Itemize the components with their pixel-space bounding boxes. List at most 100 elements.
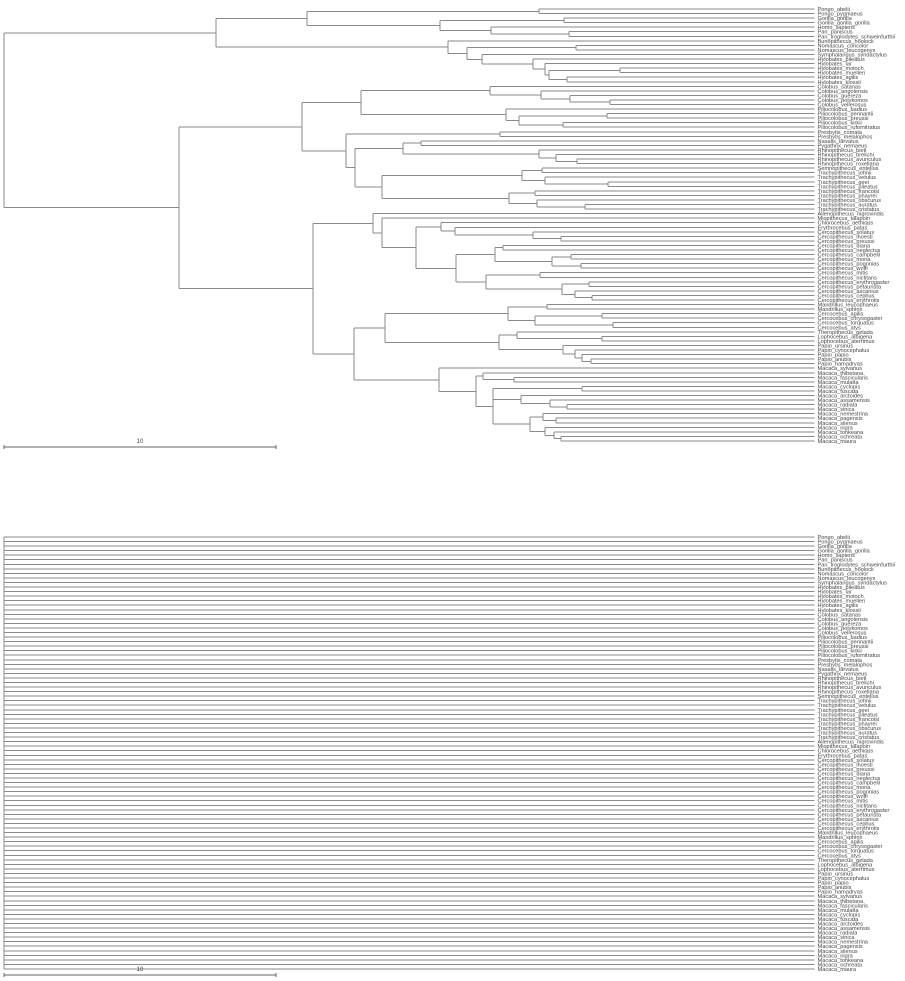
taxon-label: Papio_ursinus: [818, 343, 854, 349]
taxon-label: Macaca_cyclopis: [818, 384, 861, 390]
taxon-label: Macaca_thibetana: [818, 371, 865, 377]
taxon-label: Cercocebus_atys: [818, 325, 861, 331]
taxon-label: Hylobates_lar: [818, 590, 852, 596]
taxon-label: Nasalis_larvatus: [818, 667, 859, 673]
taxon-label: Chlorocebus_aethiops: [818, 221, 874, 227]
taxon-label: Colobus_guereza: [818, 93, 863, 99]
taxon-label: Cercopithecus_solatus: [818, 758, 875, 764]
taxon-label: Lophocebus_aterrimus: [818, 867, 875, 873]
taxon-label: Cercopithecus_wolfi: [818, 794, 868, 800]
taxon-label: Colobus_angolensis: [818, 617, 869, 623]
taxon-label: Hylobates_moloch: [818, 594, 864, 600]
taxon-label: Hylobates_lar: [818, 62, 852, 68]
taxon-label: Cercopithecus_nictitans: [818, 803, 878, 809]
taxon-label: Pygathrix_nemaeus: [818, 143, 868, 149]
taxon-label: Cercopithecus_mona: [818, 257, 872, 263]
taxon-label: Cercopithecus_cephus: [818, 293, 875, 299]
taxon-label: Nomascus_concolor: [818, 43, 869, 49]
taxon-label: Miopithecus_talapoin: [818, 744, 871, 750]
taxon-label: Cercopithecus_lhoesti: [818, 762, 873, 768]
taxon-label: Hylobates_muelleri: [818, 71, 866, 77]
taxon-label: Macaca_ochreata: [818, 434, 863, 440]
taxon-label: Gorilla_gorilla_gorilla: [818, 549, 871, 555]
taxon-label: Cercopithecus_campbelli: [818, 253, 881, 259]
taxon-label: Mandrillus_leucophaeus: [818, 831, 879, 837]
taxon-label: Macaca_nigra: [818, 425, 854, 431]
taxon-label: Cercopithecus_diana: [818, 771, 871, 777]
taxon-label: Trachypithecus_vetulus: [818, 175, 877, 181]
taxon-label: Cercocebus_chrysogaster: [818, 844, 883, 850]
taxon-label: Trachypithecus_francoisi: [818, 189, 880, 195]
taxon-label: Macaca_tonkeana: [818, 958, 865, 964]
taxon-label: Macaca_maura: [818, 439, 857, 445]
taxon-label: Macaca_nigra: [818, 953, 854, 959]
taxon-label: Piliocolobus_badius: [818, 107, 868, 113]
taxon-label: Cercopithecus_pogonias: [818, 790, 880, 796]
taxon-label: Papio_papio: [818, 881, 849, 887]
taxon-label: Presbytis_melalophos: [818, 134, 873, 140]
taxon-label: Piliocolobus_kirkii: [818, 121, 862, 127]
taxon-label: Cercopithecus_erythrogaster: [818, 808, 890, 814]
taxon-label: Cercopithecus_petaurista: [818, 284, 882, 290]
taxon-label: Erythrocebus_patas: [818, 753, 868, 759]
taxon-label: Cercocebus_torquatus: [818, 849, 874, 855]
taxon-label: Papio_hamadryas: [818, 890, 863, 896]
taxon-label: Macaca_thibetana: [818, 899, 865, 905]
taxon-label: Colobus_polykomos: [818, 626, 869, 632]
taxon-label: Macaca_fuscata: [818, 917, 860, 923]
taxon-label: Presbytis_comata: [818, 130, 863, 136]
taxon-label: Cercopithecus_lhoesti: [818, 234, 873, 240]
taxon-label: Theropithecus_gelada: [818, 858, 874, 864]
taxon-label: Cercopithecus_campbelli: [818, 781, 881, 787]
taxon-label: Macaca_arctoides: [818, 393, 864, 399]
taxon-label: Papio_cynocephalus: [818, 876, 870, 882]
taxon-label: Rhinopithecus_brelichi: [818, 153, 874, 159]
taxon-label: Cercopithecus_petaurista: [818, 812, 882, 818]
taxon-label: Hylobates_muelleri: [818, 599, 866, 605]
taxon-label: Cercopithecus_erythrotis: [818, 298, 880, 304]
taxon-label: Macaca_tonkeana: [818, 430, 865, 436]
taxon-label: Presbytis_melalophos: [818, 662, 873, 668]
taxon-label: Pan_paniscus: [818, 30, 853, 36]
taxon-label: Trachypithecus_cristatus: [818, 735, 880, 741]
taxon-label: Trachypithecus_johnii: [818, 171, 872, 177]
taxon-label: Papio_hamadryas: [818, 362, 863, 368]
taxon-label: Piliocolobus_kirkii: [818, 649, 862, 655]
taxon-label: Trachypithecus_pileatus: [818, 184, 878, 190]
taxon-label: Cercocebus_agilis: [818, 840, 864, 846]
taxon-label: Bunopithecus_hoolock: [818, 567, 874, 573]
taxon-label: Macaca_mulatta: [818, 908, 860, 914]
taxon-label: Papio_cynocephalus: [818, 348, 870, 354]
taxon-label: Pongo_pygmaeus: [818, 540, 863, 546]
taxon-label: Hylobates_agilis: [818, 75, 859, 81]
taxon-label: Cercopithecus_preussi: [818, 239, 875, 245]
taxon-label: Macaca_cyclopis: [818, 912, 861, 918]
taxon-label: Gorilla_gorilla: [818, 16, 853, 22]
taxon-label: Piliocolobus_preussi: [818, 644, 869, 650]
taxon-label: Theropithecus_gelada: [818, 330, 874, 336]
taxon-label: Lophocebus_albigena: [818, 862, 874, 868]
taxon-label: Rhinopithecus_roxellana: [818, 162, 880, 168]
taxon-label: Homo_sapiens: [818, 553, 856, 559]
taxon-label: Cercopithecus_erythrogaster: [818, 280, 890, 286]
taxon-label: Gorilla_gorilla: [818, 544, 853, 550]
taxon-label: Macaca_mulatta: [818, 380, 860, 386]
taxon-label: Macaca_nemestrina: [818, 940, 869, 946]
taxon-label: Chlorocebus_aethiops: [818, 749, 874, 755]
taxon-label: Macaca_sylvanus: [818, 894, 863, 900]
taxon-label: Rhinopithecus_bieti: [818, 148, 867, 154]
taxon-label: Colobus_vellerosus: [818, 102, 867, 108]
taxon-label: Cercopithecus_mitis: [818, 799, 869, 805]
taxon-label: Macaca_sinica: [818, 935, 856, 941]
taxon-label: Mandrillus_sphinx: [818, 307, 863, 313]
taxon-label: Nomascus_leucogenys: [818, 576, 876, 582]
taxon-label: Piliocolobus_pennantii: [818, 640, 874, 646]
taxon-label: Bunopithecus_hoolock: [818, 39, 874, 45]
taxon-label: Macaca_fascicularis: [818, 375, 869, 381]
taxon-label: Trachypithecus_francoisi: [818, 717, 880, 723]
taxon-label: Nomascus_concolor: [818, 571, 869, 577]
taxon-label: Papio_papio: [818, 353, 849, 359]
taxon-label: Trachypithecus_obscurus: [818, 726, 882, 732]
taxon-label: Cercopithecus_solatus: [818, 230, 875, 236]
